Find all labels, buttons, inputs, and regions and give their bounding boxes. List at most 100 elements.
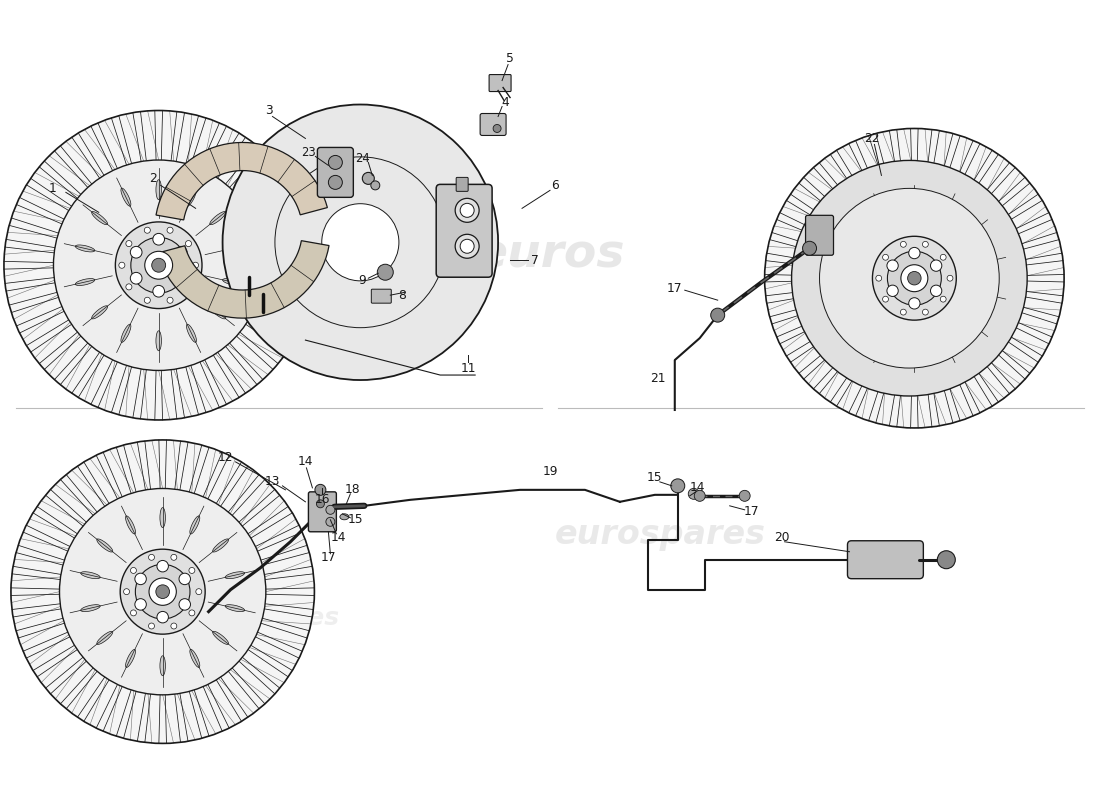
Ellipse shape [849, 226, 866, 239]
Polygon shape [156, 142, 328, 220]
Circle shape [131, 567, 136, 574]
FancyBboxPatch shape [437, 184, 492, 278]
Circle shape [908, 271, 921, 285]
Circle shape [689, 488, 700, 499]
Circle shape [940, 296, 946, 302]
Circle shape [135, 573, 146, 585]
FancyBboxPatch shape [480, 114, 506, 135]
Circle shape [493, 125, 502, 133]
Circle shape [694, 490, 705, 502]
Circle shape [222, 105, 498, 380]
Text: 17: 17 [667, 282, 682, 294]
Ellipse shape [97, 631, 112, 645]
Circle shape [54, 160, 264, 370]
Ellipse shape [121, 188, 131, 206]
Circle shape [156, 585, 169, 598]
Circle shape [460, 203, 474, 218]
Circle shape [882, 296, 889, 302]
Circle shape [144, 227, 151, 234]
Text: 12: 12 [218, 451, 233, 464]
Text: 13: 13 [265, 475, 280, 488]
Ellipse shape [912, 195, 917, 215]
Ellipse shape [212, 539, 229, 552]
Ellipse shape [976, 291, 996, 298]
Circle shape [153, 286, 165, 297]
Circle shape [876, 275, 882, 281]
Circle shape [937, 550, 955, 569]
Text: 14: 14 [690, 482, 705, 494]
Ellipse shape [210, 306, 225, 319]
Circle shape [125, 284, 132, 290]
Circle shape [11, 440, 315, 743]
Circle shape [157, 561, 168, 572]
Ellipse shape [160, 656, 165, 676]
Ellipse shape [834, 291, 852, 298]
Circle shape [116, 222, 202, 309]
Circle shape [119, 262, 125, 268]
Circle shape [130, 272, 142, 284]
Circle shape [196, 589, 201, 594]
Circle shape [460, 239, 474, 254]
Circle shape [144, 298, 151, 303]
Text: 19: 19 [542, 466, 558, 478]
Ellipse shape [80, 572, 100, 578]
Circle shape [131, 610, 136, 616]
Text: 16: 16 [315, 494, 330, 506]
Ellipse shape [190, 650, 200, 667]
Text: 2: 2 [148, 172, 156, 185]
Circle shape [157, 611, 168, 623]
Text: euros: euros [475, 233, 625, 278]
Text: 5: 5 [506, 52, 514, 65]
FancyBboxPatch shape [318, 147, 353, 198]
Circle shape [317, 500, 324, 508]
Circle shape [882, 254, 889, 260]
Ellipse shape [964, 226, 979, 239]
Circle shape [455, 198, 480, 222]
Circle shape [153, 234, 165, 245]
Ellipse shape [976, 258, 996, 266]
Circle shape [179, 573, 190, 585]
Circle shape [167, 227, 173, 234]
Circle shape [170, 554, 177, 560]
Ellipse shape [125, 650, 135, 667]
Ellipse shape [156, 180, 162, 200]
Circle shape [186, 284, 191, 290]
Text: 1: 1 [50, 182, 57, 195]
Circle shape [120, 549, 206, 634]
Ellipse shape [226, 572, 244, 578]
Circle shape [813, 176, 1016, 380]
Circle shape [931, 285, 942, 297]
Circle shape [145, 251, 173, 279]
Circle shape [189, 610, 195, 616]
Circle shape [792, 161, 1027, 396]
Circle shape [455, 234, 480, 258]
Circle shape [739, 490, 750, 502]
Circle shape [909, 247, 920, 258]
Text: 7: 7 [531, 254, 539, 266]
Text: 6: 6 [551, 179, 559, 192]
Circle shape [175, 272, 187, 284]
Circle shape [175, 246, 187, 258]
Circle shape [923, 242, 928, 247]
Text: 18: 18 [344, 483, 360, 496]
Text: 9: 9 [359, 274, 366, 286]
Ellipse shape [187, 324, 197, 342]
Ellipse shape [849, 318, 866, 330]
Text: 4: 4 [502, 96, 509, 109]
Circle shape [901, 265, 927, 292]
Text: eurospares: eurospares [182, 606, 340, 630]
Text: 8: 8 [398, 289, 406, 302]
Circle shape [764, 129, 1064, 428]
Circle shape [803, 242, 816, 255]
Circle shape [371, 181, 380, 190]
Ellipse shape [340, 514, 349, 520]
FancyBboxPatch shape [456, 178, 469, 191]
FancyBboxPatch shape [490, 74, 512, 91]
Circle shape [179, 598, 190, 610]
Ellipse shape [80, 605, 100, 612]
Ellipse shape [125, 516, 135, 534]
Circle shape [947, 275, 953, 281]
Circle shape [322, 204, 399, 281]
Circle shape [326, 518, 334, 526]
Circle shape [186, 241, 191, 246]
